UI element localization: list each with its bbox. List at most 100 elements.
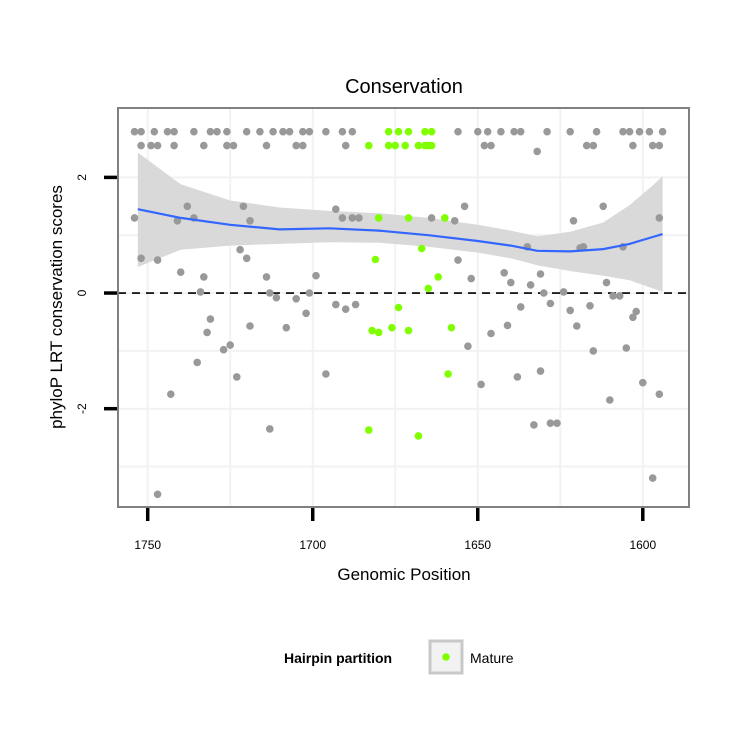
point-other	[332, 300, 340, 309]
point-other	[153, 490, 162, 499]
point-other	[190, 127, 198, 136]
point-other	[599, 202, 607, 211]
point-other	[454, 256, 462, 264]
point-other	[625, 127, 634, 136]
point-mature	[427, 141, 436, 150]
point-mature	[427, 127, 436, 136]
point-other	[285, 127, 294, 136]
point-other	[167, 390, 175, 399]
point-other	[341, 305, 350, 314]
point-other	[606, 396, 614, 404]
point-other	[569, 217, 578, 225]
point-other	[622, 344, 631, 352]
point-other	[546, 419, 555, 428]
point-other	[526, 281, 535, 289]
point-mature	[441, 214, 449, 222]
point-other	[213, 127, 221, 136]
y-tick-label: 2	[75, 174, 89, 181]
point-other	[454, 127, 462, 136]
point-other	[269, 127, 277, 136]
point-other	[256, 127, 264, 136]
point-other	[322, 370, 330, 378]
point-mature	[417, 244, 426, 253]
point-mature	[414, 141, 423, 150]
point-other	[196, 288, 205, 296]
point-mature	[374, 214, 383, 222]
point-mature	[444, 370, 452, 378]
point-other	[487, 141, 495, 150]
point-other	[176, 268, 185, 277]
point-other	[266, 425, 274, 433]
point-other	[516, 127, 525, 136]
x-tick-label: 1600	[629, 538, 656, 552]
data-points	[130, 127, 667, 499]
point-other	[477, 380, 485, 389]
point-other	[193, 358, 201, 367]
point-other	[262, 273, 271, 281]
point-mature	[365, 141, 373, 150]
point-other	[170, 141, 178, 150]
point-other	[299, 141, 307, 150]
point-other	[147, 141, 155, 150]
point-other	[233, 373, 241, 381]
point-mature	[434, 273, 443, 281]
point-other	[536, 367, 545, 375]
point-other	[223, 127, 231, 136]
point-other	[200, 273, 208, 281]
point-other	[483, 127, 492, 136]
point-other	[427, 214, 436, 222]
y-axis-ticks: -2 0 2	[75, 174, 117, 414]
plot-panel-border	[117, 107, 690, 508]
point-mature	[384, 127, 393, 136]
point-other	[246, 322, 254, 330]
point-other	[573, 322, 581, 330]
legend: Hairpin partition Mature	[284, 639, 514, 675]
point-other	[206, 315, 215, 323]
point-other	[589, 347, 598, 355]
point-other	[615, 292, 624, 300]
y-axis-title: phyloP LRT conservation scores	[47, 185, 66, 429]
point-other	[338, 127, 347, 136]
point-other	[579, 243, 588, 251]
point-other	[487, 329, 495, 338]
point-other	[153, 256, 162, 264]
point-other	[226, 341, 234, 349]
point-other	[566, 306, 574, 315]
point-other	[589, 141, 598, 150]
point-other	[299, 127, 307, 136]
point-mature	[404, 127, 413, 136]
point-other	[609, 292, 617, 300]
point-mature	[404, 214, 413, 222]
point-mature	[404, 326, 413, 335]
point-other	[629, 313, 637, 322]
point-other	[530, 421, 538, 429]
point-other	[348, 214, 357, 222]
point-other	[279, 127, 287, 136]
point-other	[648, 141, 657, 150]
point-mature	[421, 127, 429, 136]
point-other	[183, 202, 192, 211]
point-other	[348, 127, 357, 136]
point-other	[137, 254, 145, 263]
point-other	[282, 323, 291, 332]
point-other	[533, 147, 541, 156]
point-other	[292, 295, 301, 303]
point-other	[242, 127, 251, 136]
point-mature	[394, 303, 403, 312]
point-other	[137, 127, 145, 136]
x-tick-label: 1650	[464, 538, 491, 552]
point-mature	[414, 432, 423, 440]
point-other	[559, 288, 568, 296]
point-other	[553, 419, 561, 428]
point-other	[219, 345, 228, 354]
x-tick-label: 1750	[134, 538, 161, 552]
point-other	[312, 271, 320, 280]
point-mature	[424, 284, 433, 293]
legend-mature-marker	[442, 653, 450, 661]
point-other	[655, 214, 664, 222]
point-other	[450, 217, 459, 225]
legend-title: Hairpin partition	[284, 650, 392, 666]
point-mature	[365, 426, 373, 434]
point-other	[513, 373, 522, 381]
point-other	[460, 202, 469, 211]
